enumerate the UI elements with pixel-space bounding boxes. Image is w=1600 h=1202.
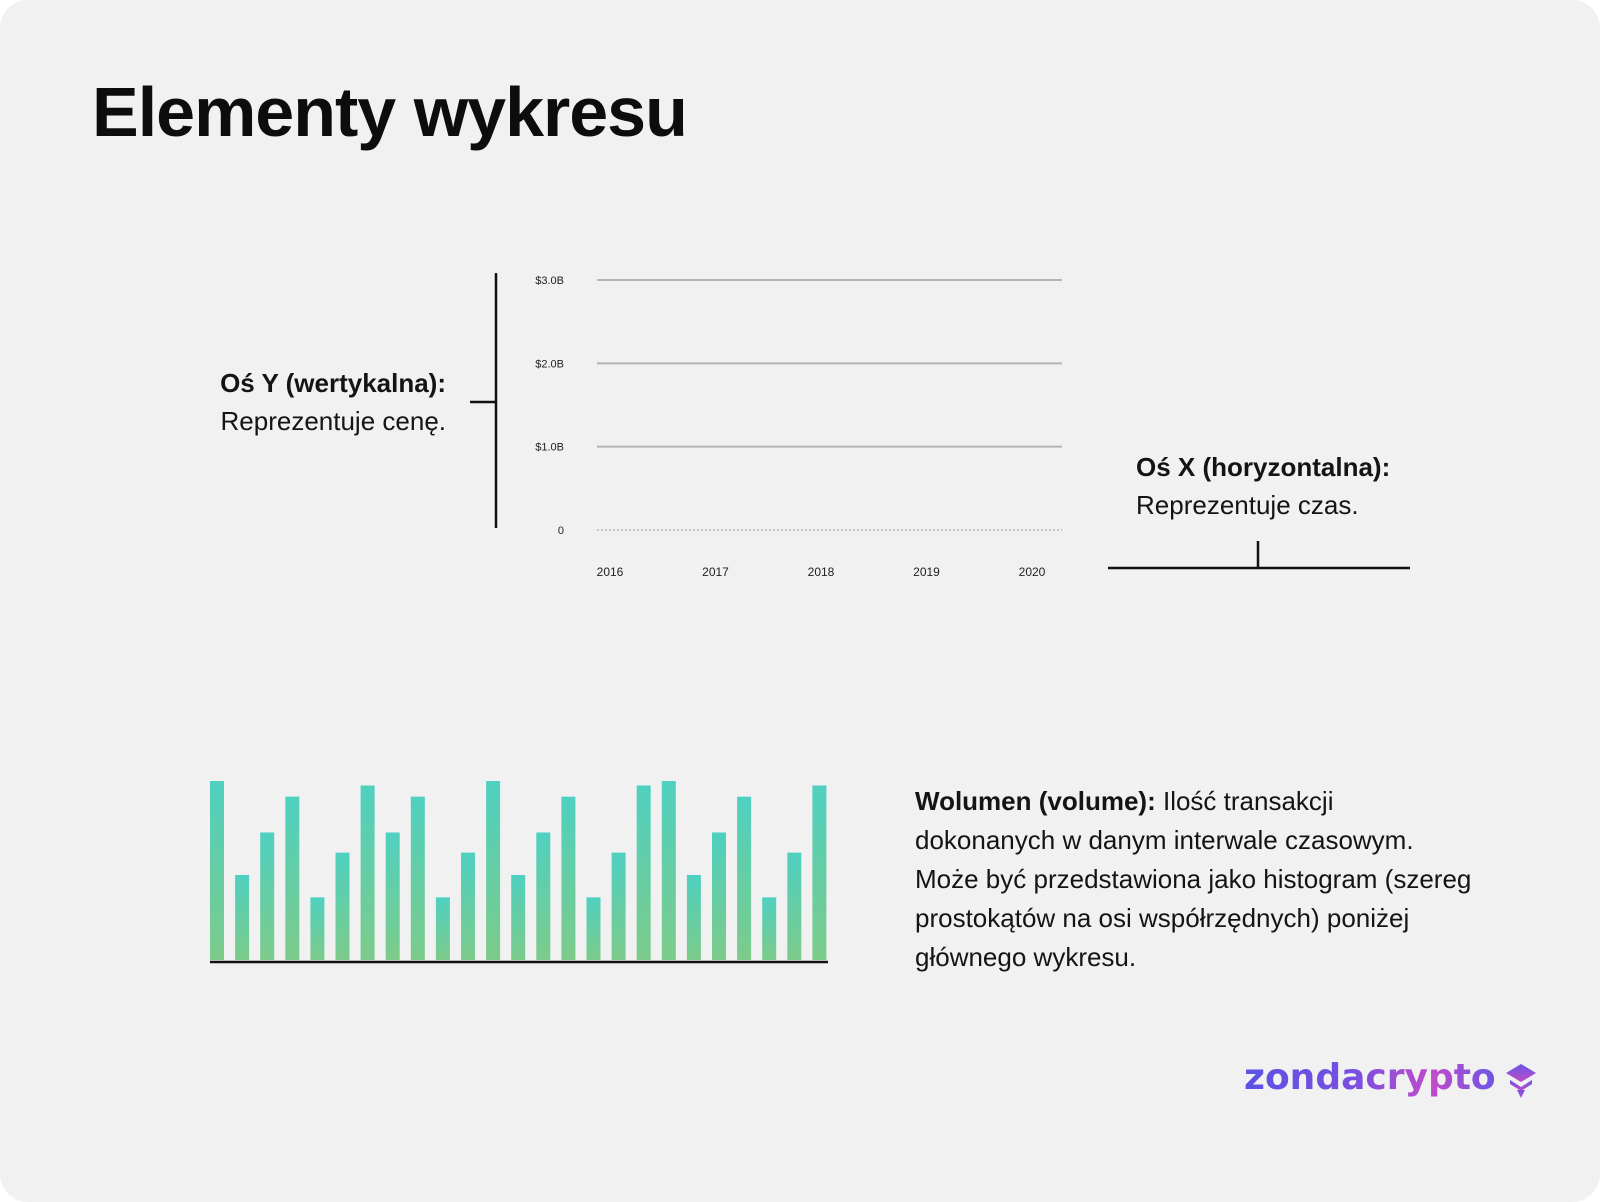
volume-bar [661, 781, 676, 960]
volume-bar [360, 785, 375, 960]
volume-bar [235, 874, 250, 960]
volume-bar [335, 852, 350, 960]
x-tick-label: 2019 [913, 565, 940, 579]
volume-bar [762, 897, 777, 960]
x-tick-label: 2020 [1019, 565, 1046, 579]
y-tick-label: 0 [558, 525, 564, 537]
x-tick-label: 2018 [808, 565, 835, 579]
volume-bar [210, 781, 224, 960]
volume-bar [536, 832, 551, 960]
x-axis-annotation: Oś X (horyzontalna): Reprezentuje czas. [1136, 448, 1476, 524]
y-axis-annotation-title: Oś Y (wertykalna): [220, 368, 446, 398]
volume-bar [461, 852, 475, 960]
x-tick-label: 2016 [597, 565, 624, 579]
x-axis-annotation-title: Oś X (horyzontalna): [1136, 452, 1391, 482]
volume-bar [260, 832, 275, 960]
y-axis-annotation-text: Reprezentuje cenę. [220, 406, 446, 436]
volume-bar [410, 796, 425, 960]
y-tick-label: $1.0B [535, 442, 564, 454]
x-tick-label: 2017 [702, 565, 729, 579]
volume-bar [285, 796, 300, 960]
volume-bar [787, 852, 802, 960]
x-axis-annotation-text: Reprezentuje czas. [1136, 490, 1359, 520]
y-tick-label: $3.0B [535, 275, 564, 287]
volume-bar [812, 785, 827, 960]
page-title: Elementy wykresu [92, 73, 688, 151]
volume-bar [385, 832, 400, 960]
volume-bar [712, 832, 726, 960]
volume-histogram [210, 781, 827, 960]
volume-annotation-text: Ilość transakcji dokonanych w danym inte… [915, 786, 1472, 972]
volume-annotation-title: Wolumen (volume): [915, 786, 1156, 816]
volume-bar [586, 897, 601, 960]
volume-bar [511, 874, 526, 960]
price-chart: 0 $1.0B $2.0B $3.0B 2016 2017 2018 2019 2020 [535, 275, 1062, 579]
volume-bar [737, 796, 752, 960]
volume-bar [435, 897, 450, 960]
volume-annotation: Wolumen (volume): Ilość transakcji dokon… [915, 782, 1475, 977]
volume-bar [486, 781, 501, 960]
volume-bar [561, 796, 576, 960]
volume-bar [686, 874, 701, 960]
brand-mark-icon [1506, 1064, 1536, 1098]
volume-bar [636, 785, 651, 960]
volume-bar [310, 897, 325, 960]
brand-logo: zondacrypto [1244, 1057, 1496, 1098]
volume-bar [611, 852, 626, 960]
y-tick-label: $2.0B [535, 358, 564, 370]
y-axis-annotation: Oś Y (wertykalna): Reprezentuje cenę. [150, 364, 446, 440]
